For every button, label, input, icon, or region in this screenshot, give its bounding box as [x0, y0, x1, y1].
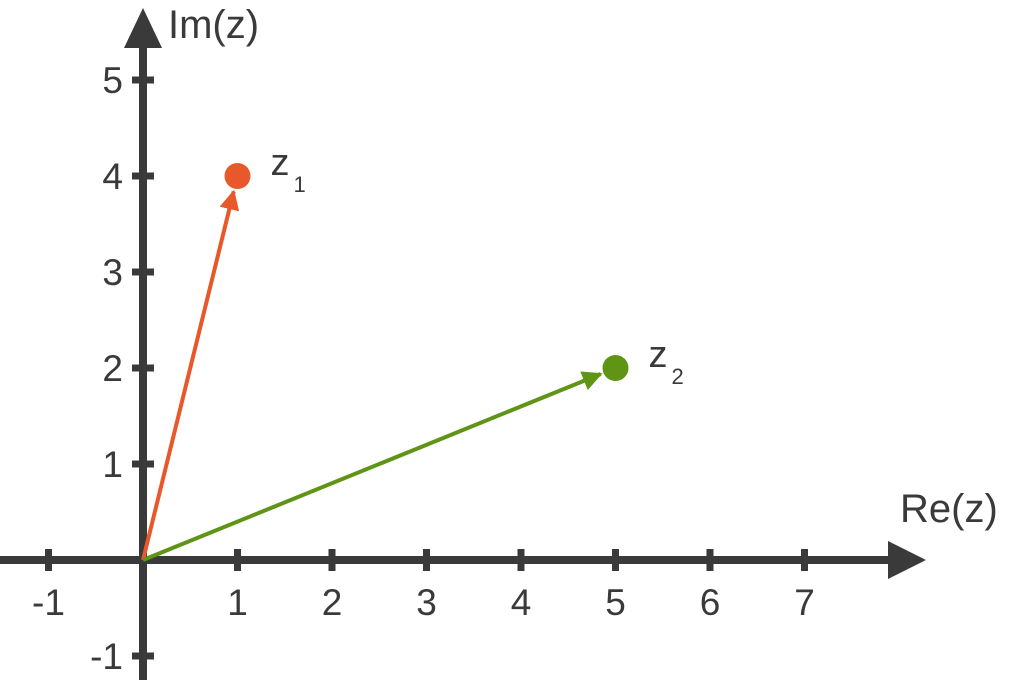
- x-tick-label: 1: [227, 582, 248, 623]
- y-tick-label: 4: [102, 156, 123, 197]
- axes: [0, 8, 926, 680]
- x-axis-title: Re(z): [900, 487, 998, 531]
- x-tick-label: 5: [605, 582, 626, 623]
- x-tick-label: 4: [511, 582, 532, 623]
- point-z1-label: z: [271, 142, 290, 184]
- vector-z1-arrow: [141, 189, 240, 561]
- point-z1-subscript: 1: [294, 172, 306, 197]
- ticks: -1 1 2 3 4 5 6 7 -1 1 2 3 4 5: [32, 60, 815, 677]
- x-axis-arrowhead: [888, 541, 926, 579]
- vector-z2-arrow: [142, 371, 603, 562]
- x-tick-label: 6: [700, 582, 721, 623]
- point-z1-dot: [224, 163, 251, 189]
- x-tick-label: 3: [416, 582, 437, 623]
- y-tick-label: 1: [102, 444, 123, 485]
- x-tick-label: 7: [794, 582, 815, 623]
- y-tick-label: 2: [102, 348, 123, 389]
- y-tick-label: 3: [102, 252, 123, 293]
- x-tick-label: -1: [32, 582, 65, 623]
- x-tick-label: 2: [322, 582, 343, 623]
- y-tick-label: 5: [102, 60, 123, 101]
- point-z2-subscript: 2: [672, 364, 684, 389]
- y-axis-title: Im(z): [168, 3, 259, 47]
- point-z2-dot: [602, 355, 629, 381]
- y-tick-label: -1: [90, 636, 123, 677]
- y-axis-arrowhead: [124, 8, 162, 48]
- point-z2-label: z: [649, 334, 668, 376]
